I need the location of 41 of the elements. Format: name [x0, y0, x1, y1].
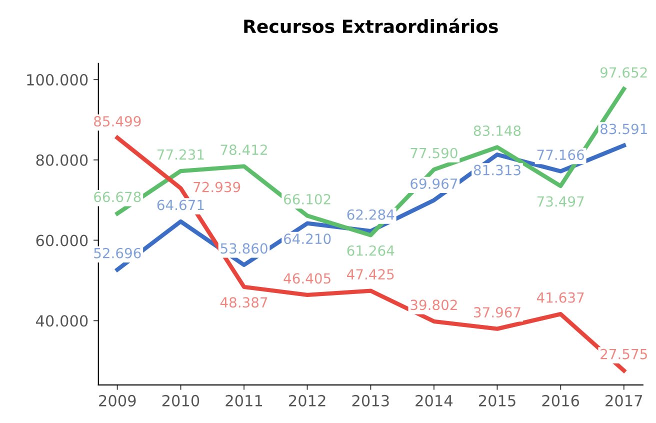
data-label: 85.499	[94, 116, 141, 127]
x-tick-label: 2017	[606, 394, 642, 406]
x-tick-label: 2014	[416, 394, 453, 406]
data-label: 78.412	[220, 144, 267, 156]
data-label: 39.802	[410, 300, 457, 310]
data-label: 66.102	[284, 194, 330, 204]
y-tick-label: 100.000	[27, 74, 88, 86]
data-label: 48.387	[220, 297, 268, 308]
data-label: 69.967	[410, 178, 458, 189]
data-label: 83.591	[600, 124, 647, 134]
data-label: 41.637	[536, 292, 584, 303]
data-label: 61.264	[347, 245, 394, 256]
data-label: 73.497	[537, 196, 584, 207]
x-tick-label: 2010	[162, 394, 200, 406]
data-label: 64.210	[284, 234, 331, 244]
data-label: 64.671	[157, 200, 204, 210]
chart-title: Recursos Extraordinários	[244, 18, 498, 34]
data-label: 77.590	[410, 148, 458, 158]
x-tick-label: 2009	[99, 394, 136, 406]
y-tick-label: 60.000	[36, 234, 88, 246]
data-label: 47.425	[347, 269, 394, 280]
data-label: 62.284	[347, 209, 394, 220]
data-label: 72.939	[194, 182, 240, 192]
x-tick-label: 2015	[478, 394, 516, 406]
data-label: 77.231	[158, 149, 204, 160]
data-label: 97.652	[600, 67, 647, 78]
x-tick-label: 2016	[542, 394, 580, 406]
data-label: 52.696	[94, 248, 141, 258]
data-label: 37.967	[474, 307, 520, 318]
y-tick-label: 80.000	[36, 154, 88, 166]
x-tick-label: 2013	[352, 394, 389, 406]
data-label: 53.860	[220, 243, 268, 254]
y-tick-label: 40.000	[36, 315, 88, 327]
data-label: 46.405	[284, 273, 330, 284]
data-label: 27.575	[600, 348, 647, 360]
x-tick-label: 2012	[289, 394, 326, 406]
data-label: 83.148	[474, 125, 521, 136]
data-label: 77.166	[537, 150, 584, 160]
x-tick-label: 2011	[226, 394, 262, 406]
data-label: 66.678	[94, 192, 141, 202]
data-label: 81.313	[474, 164, 520, 176]
